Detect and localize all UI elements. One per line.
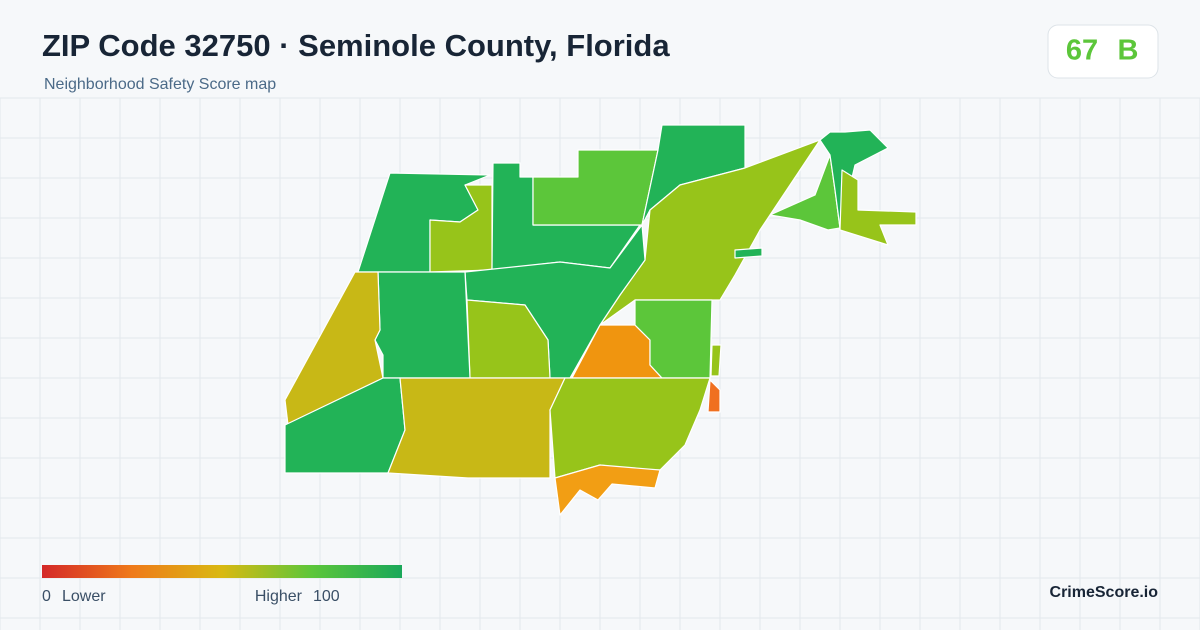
- region: [387, 377, 566, 479]
- subtitle: Neighborhood Safety Score map: [44, 76, 276, 93]
- region: [819, 129, 889, 229]
- legend-min: 0: [42, 588, 51, 605]
- region: [707, 379, 721, 413]
- score-grade: B: [1118, 35, 1139, 67]
- title: ZIP Code 32750 · Seminole County, Florid…: [42, 28, 670, 63]
- score-box: [1047, 24, 1159, 79]
- region: [734, 247, 763, 259]
- legend-max-label: Higher: [255, 588, 303, 605]
- score-value: 67: [1066, 35, 1098, 67]
- brand: CrimeScore.io: [1050, 584, 1159, 601]
- zip-map: [284, 124, 917, 516]
- region: [634, 299, 713, 379]
- legend-max: 100: [313, 588, 340, 605]
- region: [284, 271, 384, 426]
- region: [374, 271, 471, 379]
- legend-min-label: Lower: [62, 588, 106, 605]
- legend-gradient: [42, 565, 402, 578]
- region: [710, 344, 722, 377]
- region: [554, 464, 661, 516]
- region: [839, 169, 917, 246]
